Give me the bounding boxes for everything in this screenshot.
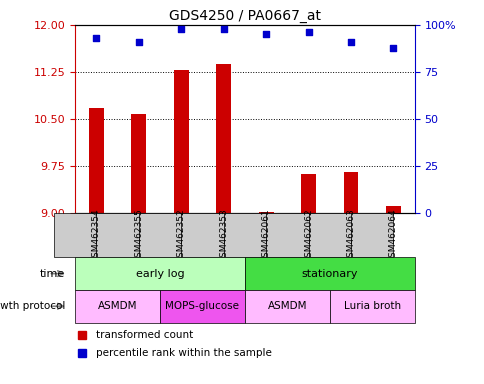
Text: MOPS-glucose: MOPS-glucose: [165, 301, 239, 311]
Text: early log: early log: [136, 268, 184, 279]
Bar: [160, 290, 244, 323]
Text: ASMDM: ASMDM: [267, 301, 306, 311]
Text: GSM462353: GSM462353: [219, 208, 228, 263]
Bar: [385, 205, 400, 213]
Bar: [138, 213, 181, 257]
Text: time: time: [40, 268, 65, 279]
Text: GSM462352: GSM462352: [176, 208, 185, 263]
Bar: [173, 70, 188, 213]
Bar: [89, 108, 104, 213]
Text: GSM462354: GSM462354: [91, 208, 101, 263]
Bar: [301, 174, 316, 213]
Text: Luria broth: Luria broth: [343, 301, 400, 311]
Bar: [223, 213, 266, 257]
Bar: [343, 172, 358, 213]
Text: GSM462062: GSM462062: [303, 208, 313, 263]
Text: GSM462063: GSM462063: [346, 208, 355, 263]
Bar: [54, 213, 96, 257]
Point: [219, 26, 227, 32]
Bar: [96, 213, 138, 257]
Point: [135, 39, 142, 45]
Bar: [308, 213, 350, 257]
Text: stationary: stationary: [301, 268, 357, 279]
Bar: [266, 213, 308, 257]
Bar: [329, 290, 414, 323]
Text: GSM462355: GSM462355: [134, 208, 143, 263]
Text: GSM462061: GSM462061: [261, 208, 270, 263]
Text: percentile rank within the sample: percentile rank within the sample: [95, 348, 271, 358]
Text: ASMDM: ASMDM: [98, 301, 137, 311]
Point: [304, 30, 312, 36]
Point: [92, 35, 100, 41]
Bar: [181, 213, 223, 257]
Bar: [350, 213, 393, 257]
Bar: [216, 64, 231, 213]
Point: [347, 39, 354, 45]
Bar: [75, 290, 160, 323]
Bar: [75, 257, 244, 290]
Text: GSM462064: GSM462064: [388, 208, 397, 263]
Bar: [244, 257, 414, 290]
Point: [262, 31, 270, 37]
Bar: [131, 114, 146, 213]
Bar: [244, 290, 329, 323]
Text: growth protocol: growth protocol: [0, 301, 65, 311]
Text: transformed count: transformed count: [95, 330, 193, 340]
Bar: [258, 212, 273, 213]
Title: GDS4250 / PA0667_at: GDS4250 / PA0667_at: [168, 8, 320, 23]
Point: [389, 45, 396, 51]
Point: [177, 26, 185, 32]
